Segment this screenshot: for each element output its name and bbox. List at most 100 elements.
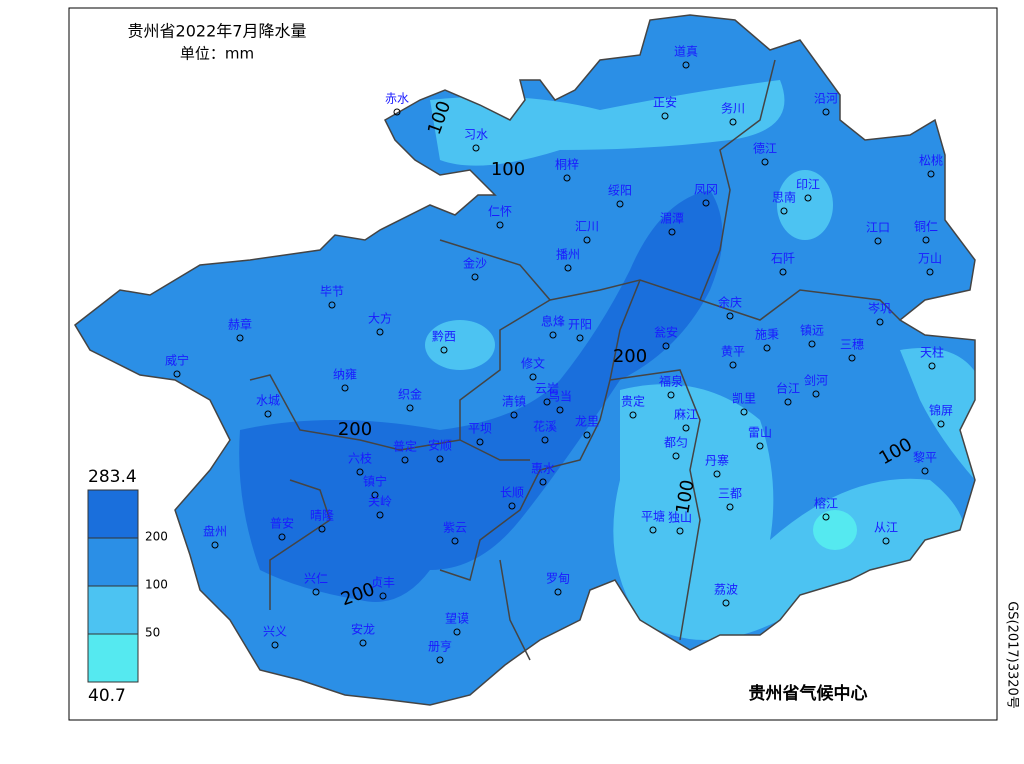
station-marker (451, 537, 459, 545)
station-marker (713, 470, 721, 478)
station-label: 清镇 (502, 395, 526, 409)
station-marker (761, 158, 769, 166)
station-marker (436, 656, 444, 664)
station-marker (682, 61, 690, 69)
station-marker (556, 406, 564, 414)
legend-swatch (87, 489, 139, 539)
station-marker (676, 527, 684, 535)
station-marker (740, 408, 748, 416)
station-marker (682, 424, 690, 432)
station-label: 龙里 (575, 415, 599, 429)
station-marker (583, 431, 591, 439)
station-marker (436, 455, 444, 463)
station-marker (539, 478, 547, 486)
station-label: 花溪 (533, 419, 557, 434)
fill-50-100 (900, 348, 975, 480)
station-label: 安龙 (351, 622, 375, 637)
station-label: 开阳 (568, 318, 592, 332)
unit-label: 单位：mm (180, 45, 254, 63)
station-label: 册亨 (428, 639, 452, 654)
station-label: 水城 (256, 394, 280, 408)
fill-above-200 (239, 190, 723, 602)
station-label: 普安 (270, 516, 294, 531)
station-marker (564, 264, 572, 272)
station-label: 三都 (718, 487, 742, 501)
station-label: 从江 (874, 521, 898, 535)
station-marker (393, 108, 401, 116)
station-label: 普定 (393, 439, 417, 454)
map-title: 贵州省2022年7月降水量 (128, 22, 307, 41)
station-marker (440, 346, 448, 354)
station-label: 汇川 (575, 220, 599, 234)
station-label: 晴隆 (310, 508, 334, 523)
station-marker (476, 438, 484, 446)
station-label: 修文 (521, 356, 545, 371)
station-label: 贞丰 (371, 576, 395, 590)
station-marker (529, 373, 537, 381)
station-marker (211, 541, 219, 549)
station-marker (921, 467, 929, 475)
station-marker (922, 236, 930, 244)
station-label: 息烽 (541, 314, 565, 329)
station-marker (876, 318, 884, 326)
station-marker (264, 410, 272, 418)
station-label: 兴义 (263, 625, 287, 639)
station-label: 福泉 (659, 374, 683, 389)
station-marker (236, 334, 244, 342)
station-label: 罗甸 (546, 572, 570, 586)
station-label: 紫云 (443, 521, 467, 535)
station-marker (471, 273, 479, 281)
station-marker (937, 420, 945, 428)
legend-min: 40.7 (88, 686, 126, 706)
station-marker (541, 436, 549, 444)
station-label: 施秉 (755, 328, 779, 342)
station-label: 镇远 (800, 324, 824, 338)
legend-max: 283.4 (88, 467, 137, 487)
station-marker (406, 404, 414, 412)
station-label: 余庆 (718, 295, 742, 310)
station-marker (318, 525, 326, 533)
station-label: 云岩 (535, 381, 559, 396)
station-marker (726, 503, 734, 511)
station-marker (278, 533, 286, 541)
fill-50-100 (777, 170, 833, 240)
contour-label: 200 (613, 346, 647, 367)
station-marker (649, 526, 657, 534)
station-marker (808, 340, 816, 348)
contour-label: 200 (338, 419, 372, 440)
station-label: 望谟 (445, 612, 469, 626)
station-marker (508, 502, 516, 510)
station-label: 台江 (776, 381, 800, 396)
fill-50-100 (425, 320, 495, 370)
legend-tick: 50 (145, 626, 160, 640)
station-marker (496, 221, 504, 229)
station-marker (549, 331, 557, 339)
fill-below-50 (813, 510, 857, 550)
station-label: 兴仁 (304, 572, 328, 586)
station-label: 黔西 (432, 329, 456, 344)
station-marker (341, 384, 349, 392)
station-label: 丹寨 (705, 453, 729, 468)
station-label: 锦屏 (929, 404, 953, 418)
station-label: 思南 (772, 190, 796, 205)
station-label: 湄潭 (660, 212, 684, 226)
station-label: 铜仁 (914, 219, 938, 234)
station-label: 沿河 (814, 92, 838, 106)
station-label: 大方 (368, 311, 392, 326)
station-label: 惠水 (531, 462, 555, 476)
station-marker (401, 456, 409, 464)
station-label: 荔波 (714, 583, 738, 597)
station-label: 仁怀 (488, 205, 512, 219)
station-label: 万山 (918, 252, 942, 266)
station-label: 平坝 (468, 422, 492, 436)
station-label: 六枝 (348, 451, 372, 466)
station-label: 印江 (796, 178, 820, 192)
station-marker (668, 228, 676, 236)
station-label: 江口 (866, 221, 890, 235)
station-label: 平塘 (641, 509, 665, 524)
legend-tick: 200 (145, 530, 168, 544)
station-label: 道真 (674, 45, 698, 59)
station-label: 乌当 (548, 389, 572, 404)
station-marker (928, 362, 936, 370)
station-label: 雷山 (748, 426, 772, 440)
